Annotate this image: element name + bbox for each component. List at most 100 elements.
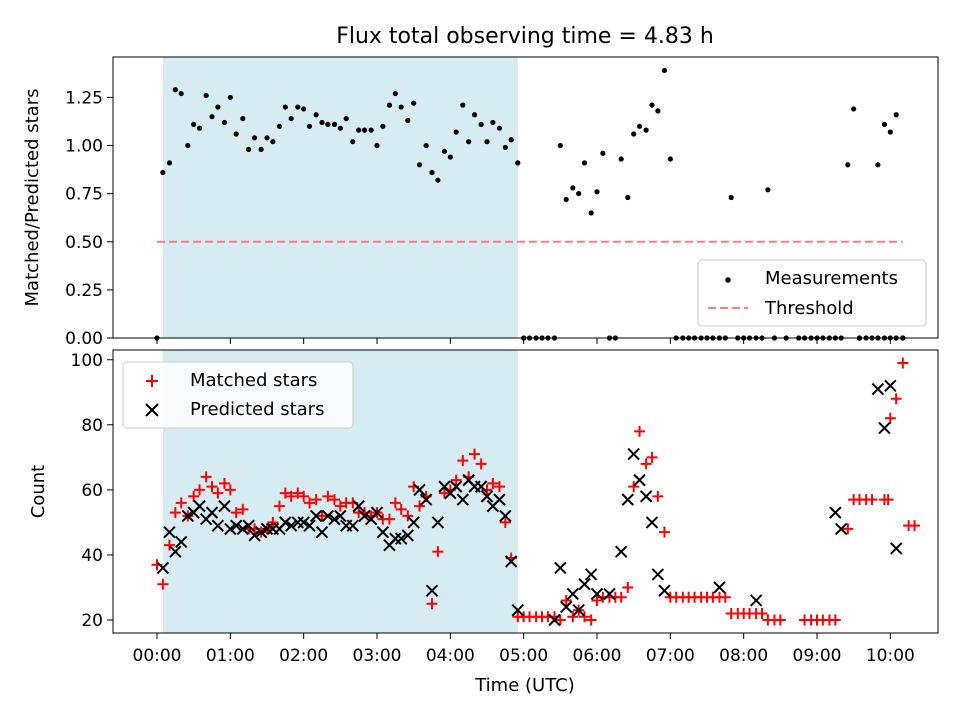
x-tick-label: 00:00 bbox=[133, 646, 182, 666]
top-y-tick-label: 0.00 bbox=[65, 329, 103, 349]
measurement-point bbox=[893, 112, 899, 118]
measurement-point bbox=[337, 125, 343, 131]
predicted-star-point bbox=[621, 493, 635, 506]
top-legend-box bbox=[697, 259, 927, 327]
matched-star-point bbox=[897, 357, 909, 369]
measurement-point bbox=[368, 127, 374, 133]
measurement-point bbox=[270, 139, 276, 145]
predicted-star-point bbox=[639, 490, 653, 503]
predicted-star-point bbox=[260, 522, 274, 536]
predicted-star-point bbox=[401, 529, 415, 542]
predicted-star-point bbox=[614, 545, 628, 558]
matched-star-point bbox=[866, 494, 878, 506]
predicted-star-point bbox=[229, 519, 243, 532]
measurement-point bbox=[196, 125, 203, 131]
predicted-star-point bbox=[474, 480, 488, 493]
predicted-star-point bbox=[358, 509, 371, 523]
matched-star-point bbox=[194, 484, 206, 496]
measurement-point bbox=[343, 115, 349, 122]
matched-star-point bbox=[267, 516, 279, 528]
predicted-star-point bbox=[590, 587, 604, 601]
measurement-point bbox=[435, 177, 441, 183]
predicted-star-point bbox=[884, 379, 897, 392]
legend-matched-label: Matched stars bbox=[190, 370, 317, 391]
predicted-star-point bbox=[566, 587, 580, 601]
measurement-point bbox=[845, 162, 851, 168]
bottom-y-ticks: 20 40 60 80 100 bbox=[71, 351, 113, 631]
measurement-point bbox=[215, 104, 221, 110]
measurement-point bbox=[160, 169, 166, 176]
predicted-star-point bbox=[651, 568, 665, 581]
predicted-star-point bbox=[749, 594, 763, 607]
predicted-star-point bbox=[254, 525, 268, 539]
predicted-star-point bbox=[218, 499, 231, 513]
top-axes-frame bbox=[112, 56, 939, 339]
predicted-star-point bbox=[248, 529, 261, 542]
measurement-point bbox=[508, 137, 514, 143]
matched-star-point bbox=[469, 448, 481, 460]
matched-star-point bbox=[475, 458, 487, 470]
predicted-star-point bbox=[205, 506, 219, 519]
legend-threshold-label: Threshold bbox=[764, 298, 854, 319]
predicted-star-point bbox=[181, 509, 195, 523]
bottom-y-tick-label: 40 bbox=[81, 546, 103, 566]
matched-star-point bbox=[304, 497, 316, 509]
matched-star-point bbox=[628, 481, 640, 493]
matched-star-point bbox=[579, 611, 591, 623]
measurement-point bbox=[881, 121, 888, 127]
measurement-point bbox=[313, 112, 319, 118]
measurement-point bbox=[631, 131, 637, 137]
matched-star-point bbox=[169, 507, 181, 519]
measurement-point bbox=[618, 156, 624, 162]
matched-star-point bbox=[426, 598, 438, 610]
predicted-star-point bbox=[407, 516, 420, 529]
predicted-star-point bbox=[321, 509, 335, 523]
measurement-point bbox=[636, 123, 643, 129]
legend-measurements-label: Measurements bbox=[765, 268, 898, 289]
measurement-point bbox=[460, 102, 466, 108]
top-y-tick-label: 1.00 bbox=[65, 137, 103, 157]
measurement-point bbox=[588, 210, 594, 216]
matched-star-point bbox=[163, 539, 175, 551]
legend-measurements-marker bbox=[725, 277, 731, 283]
measurement-point bbox=[240, 115, 246, 122]
predicted-star-point bbox=[370, 506, 384, 519]
predicted-star-point bbox=[413, 483, 426, 497]
measurement-point bbox=[295, 104, 301, 110]
measurement-point bbox=[600, 150, 606, 156]
bottom-panel: 20 40 60 80 100 00:00 01:00 02:00 03:00 04:00 05:… bbox=[28, 349, 939, 696]
predicted-star-point bbox=[578, 577, 591, 591]
predicted-star-point bbox=[211, 519, 225, 532]
bottom-y-tick-label: 80 bbox=[81, 416, 103, 436]
x-tick-label: 05:00 bbox=[499, 646, 548, 666]
measurement-point bbox=[429, 169, 435, 176]
measurement-point bbox=[887, 129, 893, 135]
measurement-point bbox=[166, 160, 173, 166]
x-tick-label: 06:00 bbox=[573, 646, 622, 666]
predicted-star-point bbox=[633, 473, 646, 487]
matched-star-point bbox=[402, 510, 414, 522]
matched-star-point bbox=[175, 497, 187, 509]
measurement-point bbox=[319, 119, 325, 126]
measurement-point bbox=[251, 135, 258, 141]
matched-star-point bbox=[882, 494, 894, 506]
matched-star-point bbox=[640, 458, 652, 470]
measurement-point bbox=[576, 191, 582, 197]
measurement-point bbox=[325, 121, 331, 127]
predicted-star-point bbox=[499, 509, 512, 523]
matched-star-point bbox=[438, 487, 450, 499]
predicted-star-point bbox=[193, 499, 206, 513]
x-tick-label: 10:00 bbox=[866, 646, 915, 666]
measurement-point bbox=[423, 142, 429, 149]
predicted-star-point bbox=[394, 532, 408, 545]
predicted-star-point bbox=[328, 512, 341, 526]
measurement-point bbox=[581, 160, 588, 166]
measurement-point bbox=[478, 121, 484, 127]
bottom-y-tick-label: 60 bbox=[81, 481, 103, 501]
matched-star-point bbox=[230, 507, 242, 519]
measurement-point bbox=[356, 127, 362, 133]
predicted-star-point bbox=[284, 519, 298, 532]
predicted-star-point bbox=[658, 584, 671, 597]
predicted-star-point bbox=[431, 516, 445, 529]
